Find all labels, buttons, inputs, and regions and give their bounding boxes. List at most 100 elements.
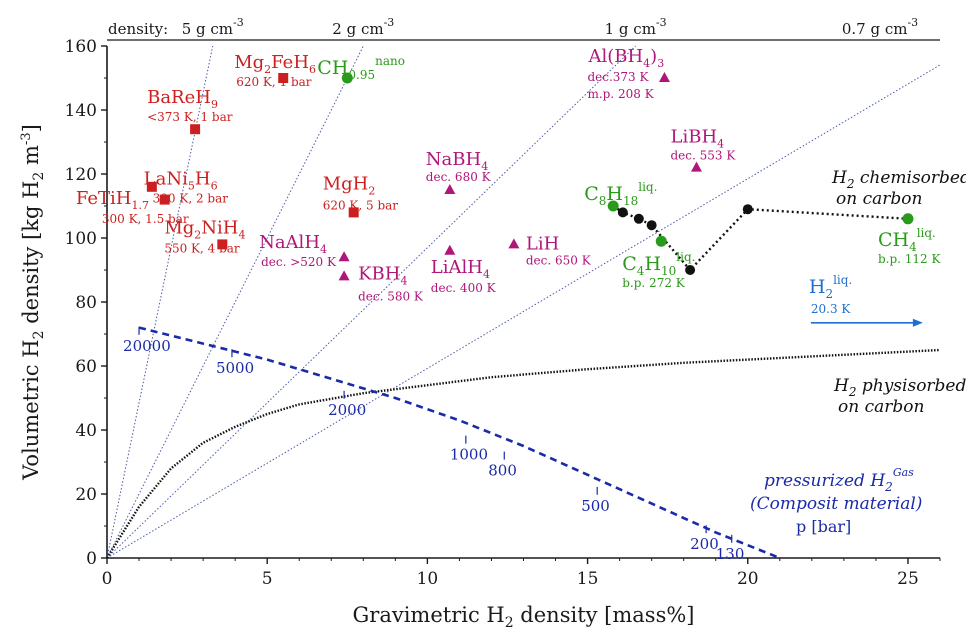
complex-hydride-label: LiAlH4 [431, 257, 490, 281]
formula-main: ) [650, 46, 657, 67]
formula-sub: 6 [309, 63, 316, 76]
x-axis-title: Gravimetric H2 density [mass%] [353, 603, 695, 631]
y-tick-label: 40 [75, 421, 97, 441]
chemisorbed-label: H2 chemisorbed [831, 168, 966, 191]
metal-hydride-label: Mg2FeH6 [234, 52, 316, 76]
label-part: pressurized H [764, 471, 886, 491]
label-part: density [kg H [19, 181, 43, 331]
formula-sub: 4 [481, 160, 488, 173]
complex-hydride-note: dec. 400 K [431, 281, 497, 295]
pressure-label: 20000 [123, 337, 171, 355]
label-part: H [833, 376, 850, 396]
complex-hydride-label: NaBH4 [426, 149, 488, 173]
y-tick-label: 120 [65, 165, 97, 185]
label-part: -3 [907, 16, 918, 29]
y-tick-label: 100 [65, 229, 97, 249]
complex-hydride-label: Al(BH4)3 [587, 46, 664, 70]
formula-sup: liq. [676, 250, 695, 264]
density-axis-prefix: density: [108, 20, 168, 38]
complex-hydride-marker [338, 251, 350, 262]
label-part: 2 [31, 172, 47, 181]
label-part: density [mass%] [514, 603, 695, 627]
formula-main: H [195, 169, 211, 190]
liquid-h2-arrow-head [912, 318, 923, 327]
pressure-label: 2000 [328, 401, 366, 419]
label-part: Gas [893, 466, 914, 479]
metal-hydride-marker [159, 194, 170, 205]
complex-hydride-marker [444, 184, 456, 194]
label-part: -3 [656, 16, 667, 29]
label-part: 0.7 g cm [842, 20, 908, 38]
metal-hydride-label: LaNi5H6 [144, 169, 218, 193]
metal-hydride-label: MgH2 [323, 173, 376, 197]
formula-main: Al(BH [587, 46, 643, 67]
formula-main: KBH [358, 263, 400, 284]
complex-hydride-label: LiBH4 [671, 127, 725, 151]
formula-sub: 4 [239, 228, 246, 241]
density-label-0.7: 0.7 g cm-3 [842, 16, 918, 38]
formula-main: H [332, 57, 349, 79]
metal-hydride-note: 300 K, 2 bar [153, 192, 229, 206]
formula-sub: 2 [368, 184, 375, 197]
complex-hydride-note: m.p. 208 K [587, 87, 654, 101]
metal-hydride-marker [146, 181, 157, 192]
hydrocarbon-marker [655, 235, 667, 247]
hydrocarbon-label: CH0.95nano [317, 54, 405, 82]
x-tick-label: 20 [737, 569, 759, 589]
x-tick-label: 10 [417, 569, 439, 589]
chemisorbed-label-line2: on carbon [836, 189, 922, 209]
complex-hydride-marker [444, 244, 456, 255]
metal-hydride-label: Mg2NiH4 [164, 217, 245, 241]
pressure-label: 130 [716, 545, 745, 563]
complex-hydride-marker [658, 72, 670, 82]
y-tick-label: 0 [86, 549, 97, 569]
density-label-5: 5 g cm-3 [182, 16, 244, 38]
formula-sub: 5 [188, 180, 195, 193]
formula-main: FeH [271, 52, 309, 73]
formula-main: C [317, 57, 332, 79]
physisorbed-curve [105, 348, 941, 559]
complex-hydride-note: dec. 580 K [358, 289, 424, 303]
density-line-2 [106, 45, 364, 559]
pressurized-h2-curve [138, 326, 781, 560]
metal-hydride-note: 620 K, 5 bar [323, 198, 399, 212]
formula-sub: 0.95 [348, 68, 375, 82]
label-part: 1 g cm [605, 20, 656, 38]
label-part: 2 [846, 177, 855, 191]
formula-main: FeTiH [76, 188, 132, 209]
density-line-0.7 [106, 64, 941, 559]
formula-main: LiH [526, 233, 559, 254]
y-tick-label: 60 [75, 357, 97, 377]
density-label-2: 2 g cm-3 [332, 16, 394, 38]
formula-main: Mg [164, 217, 194, 238]
axes: 0 5 10 15 20 25020406080100120140160Gravimetr… [19, 37, 941, 631]
formula-main: LaNi [144, 169, 188, 190]
formula-main: H [809, 276, 826, 298]
label-part: 2 [31, 330, 47, 339]
complex-hydride-marker [508, 238, 520, 249]
label-part: -3 [19, 132, 34, 145]
complex-hydride-label: LiH [526, 233, 559, 254]
formula-sub: 6 [211, 180, 218, 193]
x-tick-label: 25 [897, 569, 919, 589]
label-part: 2 g cm [332, 20, 383, 38]
complex-hydride-marker [338, 270, 350, 281]
formula-sub: 3 [657, 57, 664, 70]
pressure-label: 1000 [450, 446, 488, 464]
metal-hydride-note: 620 K, 1 bar [236, 75, 312, 89]
chemisorbed-point [685, 265, 696, 275]
complex-hydride-note: dec.373 K [587, 70, 649, 84]
label-part: chemisorbed [854, 168, 966, 188]
x-tick-label: 0 [102, 569, 113, 589]
y-tick-label: 160 [65, 37, 97, 57]
complex-hydride-note: dec. 553 K [671, 149, 737, 163]
pressure-label: 5000 [216, 359, 254, 377]
formula-main: H [606, 183, 623, 205]
formula-main: CH [878, 229, 909, 251]
label-part: physisorbed [856, 376, 966, 396]
label-part: H [831, 168, 848, 188]
pressure-label: 200 [690, 535, 719, 553]
formula-main: C [622, 253, 637, 275]
